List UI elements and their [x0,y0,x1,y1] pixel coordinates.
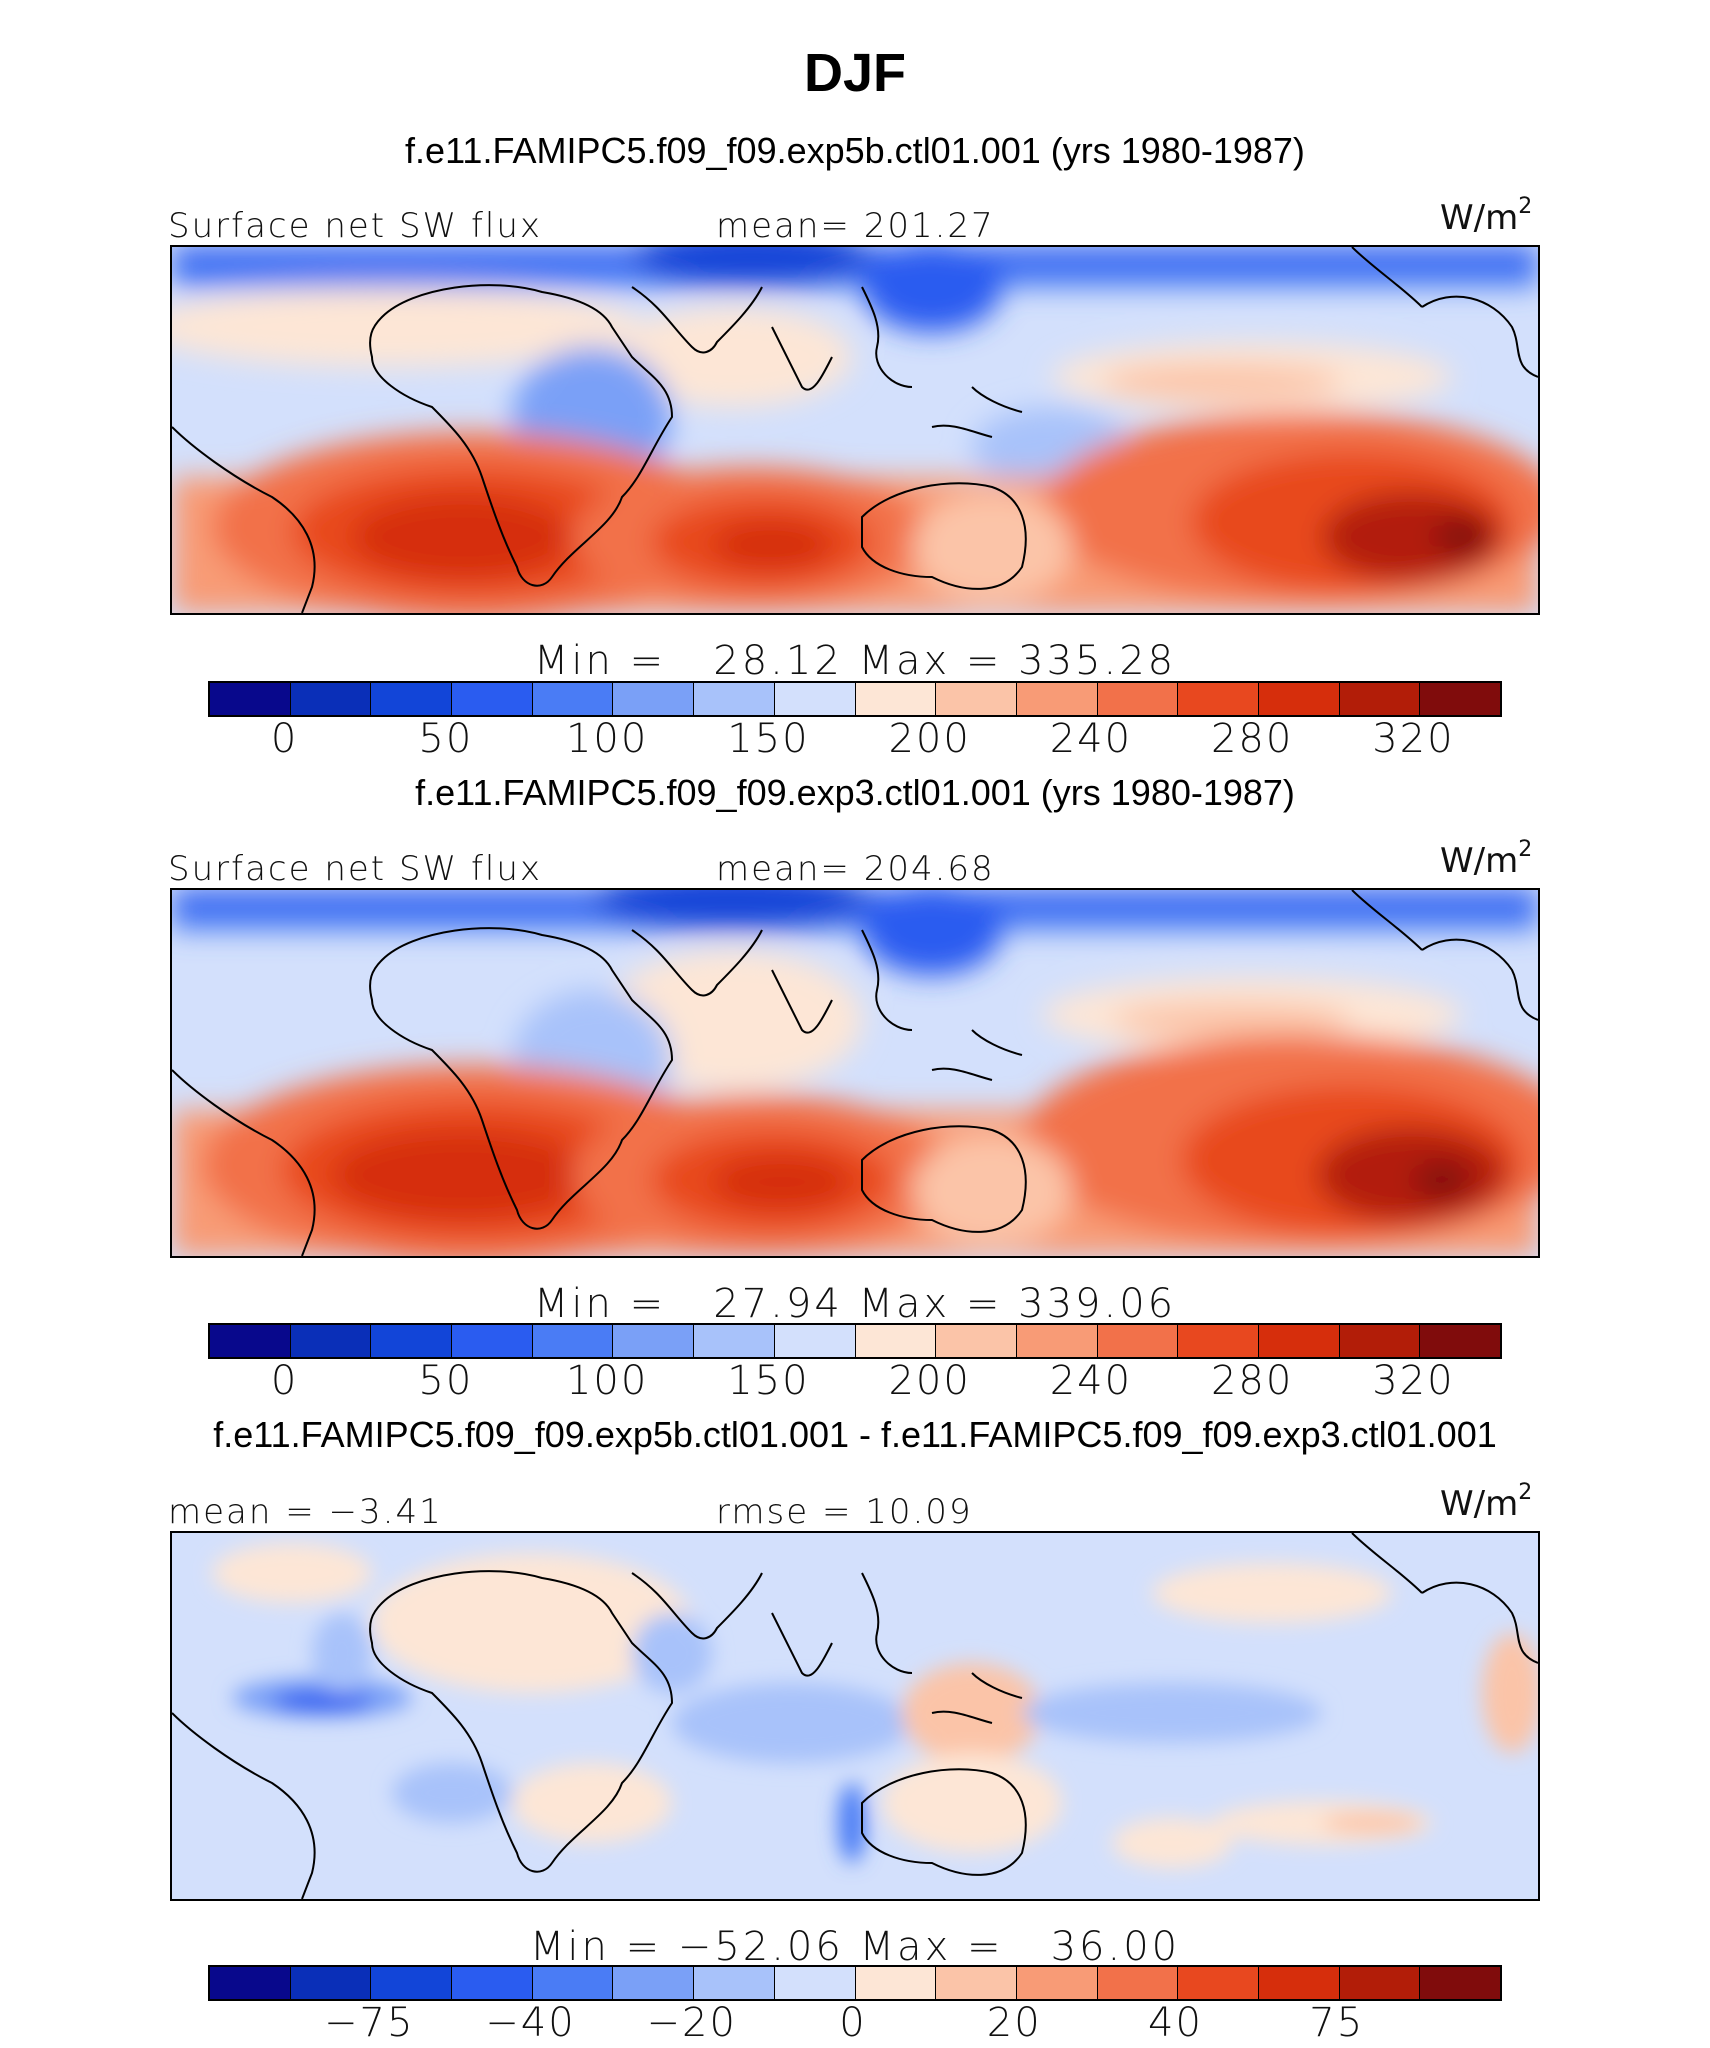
colorbar-swatch [936,683,1017,715]
colorbar-swatch [774,683,856,715]
colorbar-swatch [936,1325,1017,1357]
panel-3-rmse-label: rmse = 10.09 [716,1492,973,1532]
colorbar-swatch [936,1967,1017,1999]
panel-3-map [170,1531,1540,1901]
colorbar-tick-label: 280 [1210,716,1294,762]
colorbar-swatch [613,1967,695,1999]
panel-1-variable-label: Surface net SW flux [168,206,543,246]
colorbar-swatch [290,683,372,715]
colorbar-tick-label: 100 [565,716,649,762]
colorbar-swatch [1097,1967,1179,1999]
panel-2-units: W/m2 [1440,837,1533,881]
colorbar-swatch [452,1325,533,1357]
colorbar-swatch [532,1967,614,1999]
colorbar-swatch [774,1967,856,1999]
colorbar-swatch [452,1967,533,1999]
colorbar-swatch [1016,1967,1098,1999]
panel-2-variable-label: Surface net SW flux [168,849,543,889]
colorbar-tick-label: 75 [1309,2000,1365,2046]
colorbar-swatch [210,1967,291,1999]
colorbar-swatch [1178,683,1259,715]
colorbar-swatch [1016,683,1098,715]
colorbar-swatch [1178,1325,1259,1357]
colorbar-swatch [1258,1325,1340,1357]
panel-2-contour-field [172,890,1538,1256]
colorbar-swatch [210,683,291,715]
colorbar-tick-label: 320 [1372,1358,1455,1404]
panel-2-case-title: f.e11.FAMIPC5.f09_f09.exp3.ctl01.001 (yr… [415,772,1295,813]
panel-3-contour-field [172,1533,1538,1899]
colorbar-swatch [1016,1325,1098,1357]
panel-2-colorbar [208,1323,1502,1359]
panel-2-map [170,888,1540,1258]
colorbar-swatch [1258,1967,1340,1999]
colorbar-tick-label: 100 [565,1358,649,1404]
colorbar-swatch [371,683,453,715]
colorbar-swatch [1258,683,1340,715]
panel-2-minmax: Min = 27.94 Max = 339.06 [533,1281,1177,1327]
colorbar-tick-label: 0 [839,2000,867,2046]
colorbar-swatch [371,1967,453,1999]
colorbar-tick-label: 40 [1148,2000,1203,2046]
panel-1-colorbar [208,681,1502,717]
colorbar-swatch [613,683,695,715]
colorbar-swatch [452,683,533,715]
colorbar-tick-label: 200 [888,716,971,762]
colorbar-tick-label: 150 [727,716,810,762]
colorbar-tick-label: −75 [324,2000,415,2046]
panel-1-mean-label: mean= 201.27 [716,206,995,246]
colorbar-swatch [855,683,937,715]
panel-1-map [170,245,1540,615]
panel-3-mean-label: mean = −3.41 [168,1492,443,1532]
colorbar-tick-label: 240 [1049,1358,1133,1404]
figure-title: DJF [803,43,906,103]
panel-3-units: W/m2 [1440,1480,1533,1524]
colorbar-tick-label: 50 [418,716,474,762]
colorbar-tick-label: 320 [1372,716,1455,762]
colorbar-tick-label: 20 [986,2000,1042,2046]
colorbar-swatch [532,1325,614,1357]
panel-1-units: W/m2 [1440,194,1533,238]
colorbar-swatch [855,1325,937,1357]
colorbar-swatch [290,1967,372,1999]
panel-1-case-title: f.e11.FAMIPC5.f09_f09.exp5b.ctl01.001 (y… [405,130,1305,171]
colorbar-swatch [1420,1967,1500,1999]
panel-1-minmax: Min = 28.12 Max = 335.28 [533,638,1177,684]
colorbar-tick-label: −40 [485,2000,576,2046]
colorbar-swatch [1339,1325,1421,1357]
colorbar-swatch [774,1325,856,1357]
colorbar-swatch [210,1325,291,1357]
colorbar-swatch [371,1325,453,1357]
colorbar-swatch [1339,1967,1421,1999]
colorbar-swatch [1178,1967,1259,1999]
panel-3-case-title: f.e11.FAMIPC5.f09_f09.exp5b.ctl01.001 - … [213,1414,1497,1455]
colorbar-swatch [855,1967,937,1999]
colorbar-tick-label: −20 [646,2000,737,2046]
colorbar-swatch [1420,1325,1500,1357]
colorbar-tick-label: 280 [1210,1358,1294,1404]
colorbar-swatch [1420,683,1500,715]
colorbar-swatch [1339,683,1421,715]
colorbar-swatch [694,1325,775,1357]
colorbar-tick-label: 50 [418,1358,474,1404]
panel-3-minmax: Min = −52.06 Max = 36.00 [529,1924,1181,1970]
colorbar-swatch [290,1325,372,1357]
colorbar-swatch [1097,683,1179,715]
colorbar-swatch [532,683,614,715]
colorbar-tick-label: 0 [270,1358,299,1404]
colorbar-tick-label: 240 [1049,716,1133,762]
colorbar-swatch [694,683,775,715]
colorbar-swatch [1097,1325,1179,1357]
colorbar-tick-label: 0 [270,716,299,762]
panel-3-colorbar [208,1965,1502,2001]
colorbar-swatch [613,1325,695,1357]
colorbar-swatch [694,1967,775,1999]
colorbar-tick-label: 200 [888,1358,971,1404]
panel-1-contour-field [172,247,1538,613]
panel-2-mean-label: mean= 204.68 [716,849,995,889]
colorbar-tick-label: 150 [727,1358,810,1404]
